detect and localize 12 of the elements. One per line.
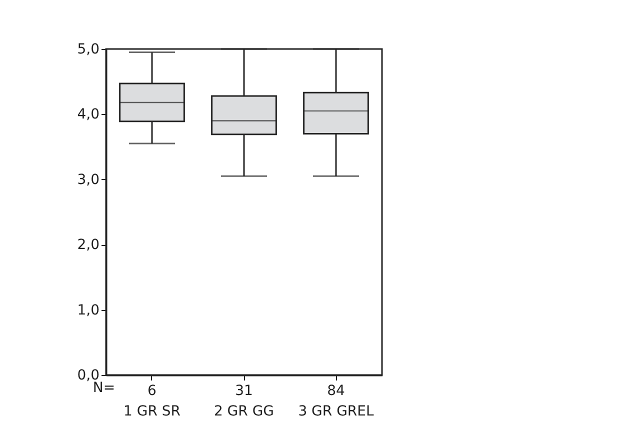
- text: N=: [92, 380, 116, 396]
- x-tick-label: 1 GR SR: [124, 404, 181, 420]
- text: 6: [148, 383, 157, 399]
- y-tick-label: 5,0: [77, 42, 100, 58]
- y-tick-label: 4,0: [77, 106, 100, 123]
- y-tick-label: 1,0: [77, 302, 100, 318]
- x-tick-label: 2 GR GG: [214, 404, 274, 420]
- text: 31: [235, 383, 253, 399]
- x-tick-label: 3 GR GREL: [298, 404, 374, 420]
- y-tick-label: 2,0: [77, 237, 100, 254]
- y-tick-label: 3,0: [77, 172, 100, 188]
- text: 84: [327, 383, 345, 399]
